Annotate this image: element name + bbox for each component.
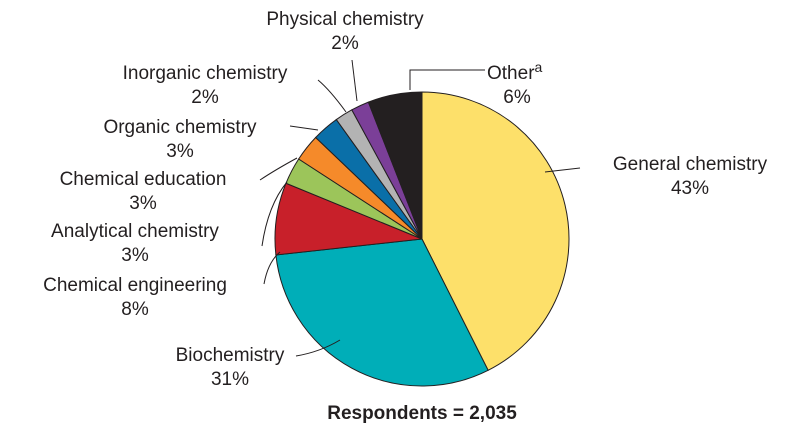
slice-label: Physical chemistry bbox=[266, 9, 424, 30]
slice-label: Analytical chemistry bbox=[51, 221, 219, 242]
value-label: 8% bbox=[121, 299, 149, 320]
slice-label: Chemical education bbox=[60, 169, 227, 190]
value-label: 6% bbox=[503, 87, 531, 108]
slice-label: Inorganic chemistry bbox=[123, 63, 288, 84]
value-label: 3% bbox=[166, 141, 194, 162]
leader-line bbox=[544, 167, 581, 173]
leader-line bbox=[261, 181, 288, 247]
slice-label: General chemistry bbox=[613, 154, 768, 175]
slice-label: Chemical engineering bbox=[43, 275, 227, 296]
slice-label: Biochemistry bbox=[176, 345, 285, 366]
footnote-mark: a bbox=[535, 59, 543, 75]
leader-line bbox=[263, 251, 281, 285]
leader-line bbox=[409, 69, 485, 90]
pie-slice bbox=[421, 91, 570, 371]
leader-line bbox=[295, 339, 341, 357]
slice-label: Othera bbox=[487, 59, 543, 84]
pie-slice bbox=[367, 91, 423, 240]
category-name: Other bbox=[487, 63, 535, 84]
value-label: 2% bbox=[331, 33, 359, 54]
value-label: 2% bbox=[191, 87, 219, 108]
pie-slice bbox=[275, 238, 489, 387]
value-label: 31% bbox=[211, 369, 249, 390]
leader-line bbox=[289, 125, 319, 131]
value-label: 3% bbox=[129, 193, 157, 214]
caption: Respondents = 2,035 bbox=[327, 403, 517, 424]
leader-line bbox=[317, 79, 347, 113]
leader-line bbox=[259, 157, 298, 181]
slice-label: Organic chemistry bbox=[103, 117, 257, 138]
leader-line bbox=[351, 59, 358, 102]
value-label: 3% bbox=[121, 245, 149, 266]
value-label: 43% bbox=[671, 178, 709, 199]
